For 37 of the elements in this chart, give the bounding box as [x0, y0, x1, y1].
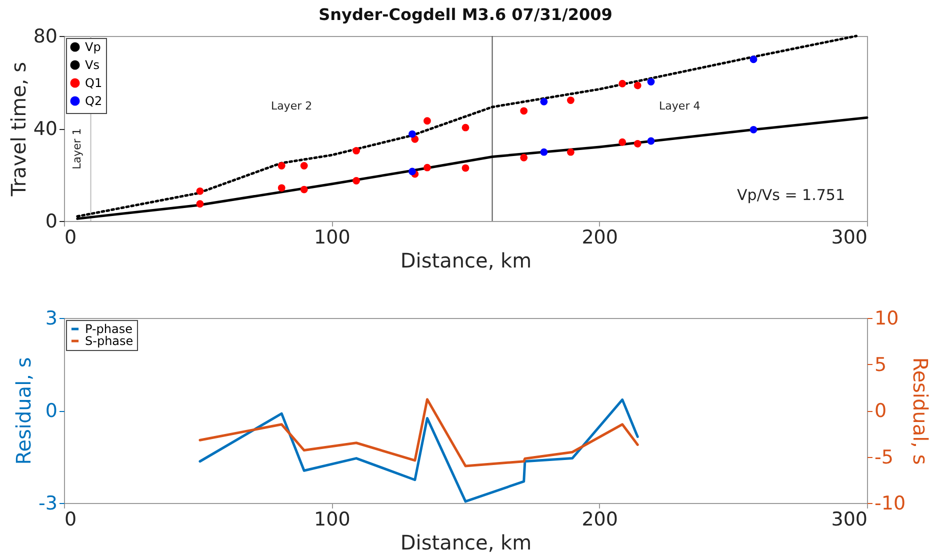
y2-tick-label: 5: [874, 354, 887, 376]
x-axis-title: Distance, km: [400, 530, 532, 554]
x-axis-title: Distance, km: [400, 248, 532, 272]
x-tick-label: 100: [314, 508, 350, 530]
legend-label: Q1: [85, 76, 102, 90]
y-axis-title: Residual, s: [12, 357, 36, 465]
x-tick-label: 200: [582, 508, 618, 530]
y2-tick-label: -5: [874, 446, 894, 468]
x-tick-label: 100: [314, 226, 350, 248]
y2-tick-label: -10: [874, 492, 906, 514]
y-axis-title: Travel time, s: [6, 62, 30, 198]
x-tick-label: 0: [64, 226, 77, 248]
annotation: Layer 4: [659, 99, 700, 112]
legend-label: S-phase: [85, 334, 134, 348]
y-tick-label: 0: [45, 400, 58, 422]
y-tick-label: 0: [45, 210, 58, 232]
y2-tick-label: 0: [874, 400, 887, 422]
y-tick-label: 40: [33, 118, 58, 140]
legend-label: Vp: [85, 40, 101, 54]
y-tick-label: -3: [38, 492, 58, 514]
y2-tick-label: 10: [874, 308, 899, 330]
x-tick-label: 300: [831, 508, 868, 530]
annotation: Vp/Vs = 1.751: [737, 186, 845, 204]
x-tick-label: 300: [831, 226, 868, 248]
y2-axis-title: Residual, s: [908, 357, 933, 465]
x-tick-label: 0: [64, 508, 77, 530]
annotation: Layer 1: [70, 128, 84, 170]
legend-label: Vs: [85, 58, 100, 72]
line-series: [198, 398, 639, 503]
y-tick-label: 80: [33, 26, 58, 48]
x-tick-label: 200: [582, 226, 618, 248]
legend-label: P-phase: [85, 322, 133, 336]
chart-title: Snyder-Cogdell M3.6 07/31/2009: [318, 5, 612, 24]
line-series: [198, 398, 639, 468]
legend-label: Q2: [85, 94, 102, 108]
y-tick-label: 3: [45, 308, 58, 330]
annotation: Layer 2: [270, 99, 312, 112]
